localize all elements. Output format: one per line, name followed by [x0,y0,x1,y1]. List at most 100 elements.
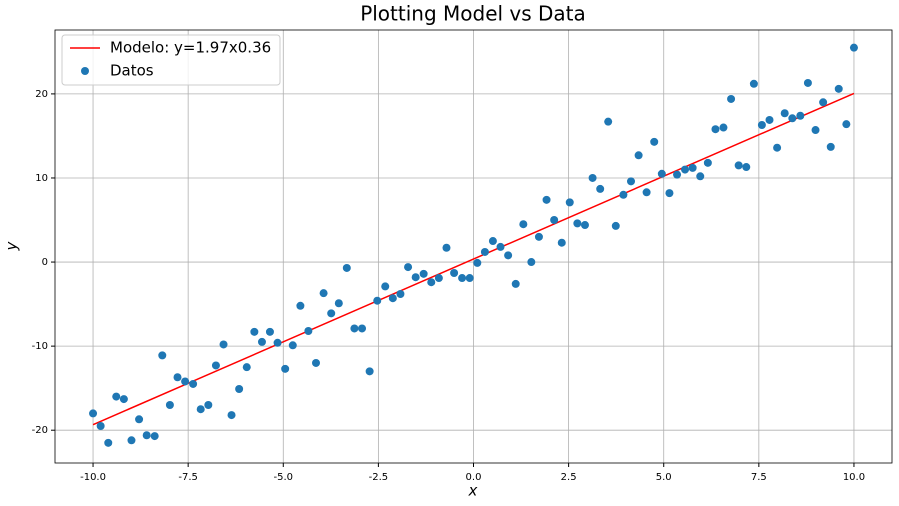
data-point [565,198,574,207]
x-tick-label: -7.5 [178,472,198,483]
data-point [265,327,274,336]
data-point [473,258,482,267]
data-point [519,220,528,229]
data-point [480,247,489,256]
legend: Modelo: y=1.97x0.36 Datos [61,34,281,86]
data-point [757,121,766,130]
data-point [411,273,420,282]
data-point [373,296,382,305]
data-point [181,377,190,386]
data-point [135,415,144,424]
data-point [165,400,174,409]
data-point [242,363,251,372]
data-point [89,409,98,418]
data-point [834,84,843,93]
y-tick-label: 0 [42,257,48,268]
data-point [419,269,428,278]
data-point [819,98,828,107]
data-point [773,143,782,152]
data-point [189,379,198,388]
data-point [580,221,589,230]
data-point [703,158,712,167]
legend-swatch [81,67,89,75]
data-point [588,173,597,182]
data-point [627,177,636,186]
data-point [719,123,728,132]
data-point [211,361,220,370]
data-point [611,221,620,230]
data-point [388,294,397,303]
data-point [550,216,559,225]
data-point [465,274,474,283]
data-point [511,279,520,288]
data-point [342,263,351,272]
x-tick-label: -2.5 [369,472,389,483]
data-point [619,190,628,199]
x-tick-label: 7.5 [751,472,767,483]
data-point [281,364,290,373]
data-point [573,219,582,228]
data-point [358,324,367,333]
data-point [749,79,758,88]
data-point [273,338,282,347]
x-tick-label: 2.5 [561,472,577,483]
grid [51,30,892,467]
data-point [504,251,513,260]
x-tick-label: -10.0 [80,472,106,483]
x-axis-label: x [468,482,478,500]
data-point [365,367,374,376]
data-point [742,163,751,172]
data-point [219,340,228,349]
data-point [227,411,236,420]
data-point [688,163,697,172]
data-point [204,400,213,409]
data-point [311,358,320,367]
y-tick-label: -20 [32,425,48,436]
data-point [665,189,674,198]
data-point [404,263,413,272]
data-point [803,78,812,87]
y-axis-label: y [3,240,21,251]
data-point [650,137,659,146]
data-point [458,274,467,283]
data-point [381,282,390,291]
plot-frame [54,29,893,464]
data-point [196,405,205,414]
data-point [127,436,136,445]
data-point [527,258,536,267]
data-point [158,351,167,360]
data-point [396,290,405,299]
data-point [780,109,789,118]
model-line [92,92,855,426]
chart-title: Plotting Model vs Data [360,2,586,26]
data-point [150,432,159,441]
data-point [434,274,443,283]
data-point [488,237,497,246]
legend-box [61,34,281,86]
plot-marks [89,43,858,447]
data-point [849,43,858,52]
data-point [96,422,105,431]
data-point [711,125,720,134]
data-point [634,151,643,160]
data-point [765,115,774,124]
data-point [842,120,851,129]
data-point [604,117,613,126]
data-point [296,301,305,310]
x-tick-label: 10.0 [843,472,865,483]
data-point [304,326,313,335]
data-point [496,242,505,251]
data-point [235,385,244,394]
legend-label: Modelo: y=1.97x0.36 [110,39,271,57]
data-point [350,324,359,333]
data-point [104,438,113,447]
data-point [450,268,459,277]
data-point [112,392,121,401]
x-tick-label: 0.0 [466,472,482,483]
data-point [250,327,259,336]
data-point [734,161,743,170]
y-tick-label: -10 [32,341,48,352]
data-point [727,94,736,103]
legend-label: Datos [110,62,154,80]
data-point [542,195,551,204]
